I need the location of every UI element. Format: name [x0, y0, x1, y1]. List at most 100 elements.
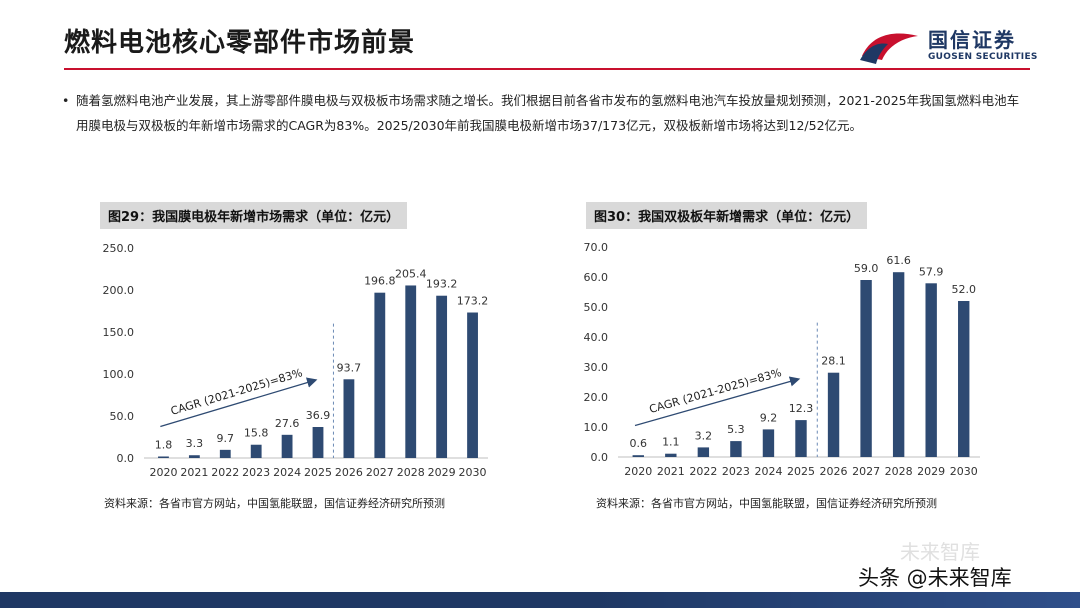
x-tick-label: 2028 [885, 465, 913, 478]
y-tick-label: 0.0 [591, 451, 609, 464]
intro-paragraph: • 随着氢燃料电池产业发展，其上游零部件膜电极与双极板市场需求随之增长。我们根据… [62, 88, 1026, 138]
x-tick-label: 2020 [149, 466, 177, 479]
x-tick-label: 2021 [180, 466, 208, 479]
y-tick-label: 100.0 [103, 368, 135, 381]
bar-value-label: 1.8 [155, 438, 173, 451]
bar [958, 301, 970, 457]
bar [312, 427, 324, 458]
y-tick-label: 70.0 [584, 241, 609, 254]
bar-value-label: 5.3 [727, 423, 745, 436]
y-tick-label: 10.0 [584, 421, 609, 434]
bar [925, 283, 937, 457]
bar-value-label: 36.9 [306, 409, 331, 422]
bar [219, 449, 231, 458]
bar [374, 292, 386, 458]
bar-value-label: 1.1 [662, 436, 680, 449]
x-tick-label: 2023 [722, 465, 750, 478]
x-tick-label: 2023 [242, 466, 270, 479]
cagr-annotation: CAGR (2021-2025)=83% [648, 366, 783, 416]
bar-value-label: 205.4 [395, 267, 427, 280]
chart2-title: 图30：我国双极板年新增需求（单位：亿元） [586, 202, 868, 229]
bar [665, 453, 677, 457]
y-tick-label: 50.0 [584, 301, 609, 314]
x-tick-label: 2026 [820, 465, 848, 478]
bar [467, 312, 478, 458]
x-tick-label: 2029 [428, 466, 456, 479]
chart1-source: 资料来源：各省市官方网站，中国氢能联盟，国信证券经济研究所预测 [104, 497, 445, 510]
brand-logo: 国信证券 GUOSEN SECURITIES [858, 22, 1038, 68]
y-tick-label: 250.0 [103, 242, 135, 255]
y-tick-label: 60.0 [584, 271, 609, 284]
x-tick-label: 2027 [852, 465, 880, 478]
x-tick-label: 2030 [459, 466, 487, 479]
bar [436, 295, 448, 458]
bar [730, 441, 742, 457]
bar-value-label: 196.8 [364, 275, 396, 288]
bar-value-label: 173.2 [457, 295, 489, 308]
bar-value-label: 93.7 [337, 361, 362, 374]
bipolar-plate-chart: 0.0 10.0 20.0 30.0 40.0 50.0 60.0 70.0 0.6 2020 1.… [584, 241, 980, 478]
y-tick-label: 0.0 [117, 452, 135, 465]
bar-value-label: 27.6 [275, 417, 300, 430]
bar-value-label: 9.2 [760, 411, 778, 424]
bar [281, 434, 293, 458]
membrane-electrode-chart: 0.0 50.0 100.0 150.0 200.0 250.0 1.8 2020 3.3 202… [103, 242, 489, 479]
watermark-faint: 未来智库 [900, 540, 980, 564]
x-tick-label: 2024 [273, 466, 301, 479]
bar-value-label: 12.3 [789, 402, 814, 415]
bar [405, 285, 417, 458]
cagr-arrow [634, 376, 801, 427]
bar-value-label: 15.8 [244, 427, 269, 440]
guosen-logo-icon [860, 33, 918, 64]
bar-value-label: 61.6 [886, 254, 911, 267]
bar [250, 444, 262, 458]
bar [632, 455, 644, 457]
footer-bar [0, 592, 1080, 608]
x-tick-label: 2021 [657, 465, 685, 478]
chart2-source: 资料来源：各省市官方网站，中国氢能联盟，国信证券经济研究所预测 [596, 497, 937, 510]
bullet-marker: • [62, 93, 70, 108]
bar [343, 379, 355, 458]
bar [860, 280, 872, 457]
cagr-arrow [160, 377, 318, 428]
bar-value-label: 59.0 [854, 262, 879, 275]
bar-value-label: 3.3 [186, 437, 204, 450]
x-tick-label: 2025 [304, 466, 332, 479]
x-tick-label: 2022 [211, 466, 239, 479]
bar-value-label: 0.6 [630, 437, 648, 450]
logo-english: GUOSEN SECURITIES [928, 52, 1038, 62]
bar [795, 420, 807, 457]
x-tick-label: 2027 [366, 466, 394, 479]
bar-value-label: 52.0 [951, 283, 976, 296]
y-tick-label: 20.0 [584, 391, 609, 404]
x-tick-label: 2026 [335, 466, 363, 479]
watermark: 头条 @未来智库 [858, 566, 1012, 590]
intro-text: 随着氢燃料电池产业发展，其上游零部件膜电极与双极板市场需求随之增长。我们根据目前… [76, 93, 1020, 133]
y-tick-label: 40.0 [584, 331, 609, 344]
bar [762, 429, 775, 457]
x-tick-label: 2030 [950, 465, 978, 478]
x-tick-label: 2020 [624, 465, 652, 478]
bar-value-label: 9.7 [217, 432, 235, 445]
y-tick-label: 200.0 [103, 284, 135, 297]
y-tick-label: 30.0 [584, 361, 609, 374]
x-tick-label: 2029 [917, 465, 945, 478]
y-tick-label: 50.0 [110, 410, 135, 423]
logo-chinese: 国信证券 [928, 28, 1016, 52]
bar-value-label: 28.1 [821, 355, 846, 368]
chart1-title: 图29：我国膜电极年新增市场需求（单位：亿元） [100, 202, 408, 229]
x-tick-label: 2028 [397, 466, 425, 479]
y-tick-label: 150.0 [103, 326, 135, 339]
title-divider [64, 68, 1030, 70]
bar [188, 455, 200, 458]
page-title: 燃料电池核心零部件市场前景 [64, 28, 416, 58]
bar [158, 456, 169, 458]
bar-value-label: 3.2 [695, 429, 713, 442]
bar [892, 272, 905, 457]
bar [697, 447, 710, 457]
bar [827, 372, 840, 457]
bar-value-label: 193.2 [426, 278, 458, 291]
x-tick-label: 2025 [787, 465, 815, 478]
x-tick-label: 2024 [754, 465, 782, 478]
x-tick-label: 2022 [689, 465, 717, 478]
